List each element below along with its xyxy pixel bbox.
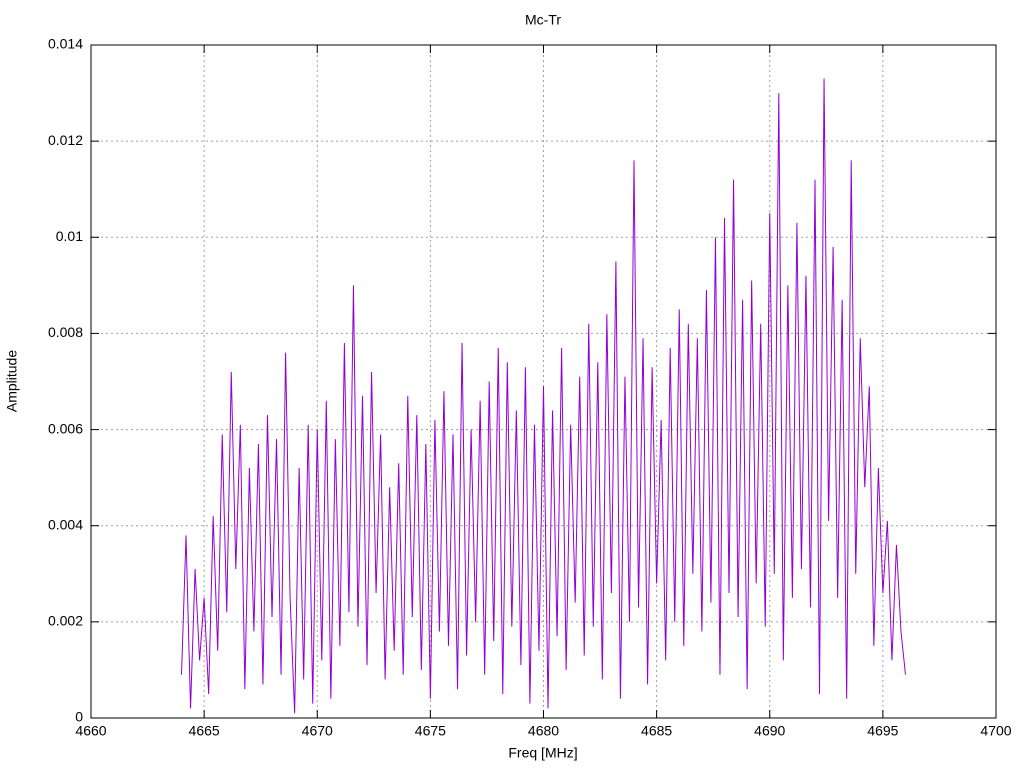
x-tick-label: 4680 [528,723,559,739]
plot-frame [90,44,997,719]
x-tick-label: 4660 [75,723,106,739]
x-tick-label: 4700 [980,723,1011,739]
y-tick-label: 0.002 [48,613,83,629]
y-tick-label: 0.014 [48,36,83,52]
x-tick-label: 4695 [867,723,898,739]
y-tick-label: 0.012 [48,132,83,148]
x-tick-label: 4690 [754,723,785,739]
x-tick-label: 4675 [415,723,446,739]
x-tick-label: 4665 [189,723,220,739]
data-line [181,78,906,714]
y-tick-label: 0.006 [48,420,83,436]
x-axis-label: Freq [MHz] [508,745,577,761]
chart-title: Mc-Tr [525,12,561,28]
y-tick-label: 0.008 [48,324,83,340]
x-tick-label: 4685 [641,723,672,739]
x-tick-label: 4670 [302,723,333,739]
y-axis-label: Amplitude [4,350,20,412]
y-tick-label: 0.01 [56,228,83,244]
y-tick-label: 0 [75,709,83,725]
y-tick-label: 0.004 [48,516,83,532]
